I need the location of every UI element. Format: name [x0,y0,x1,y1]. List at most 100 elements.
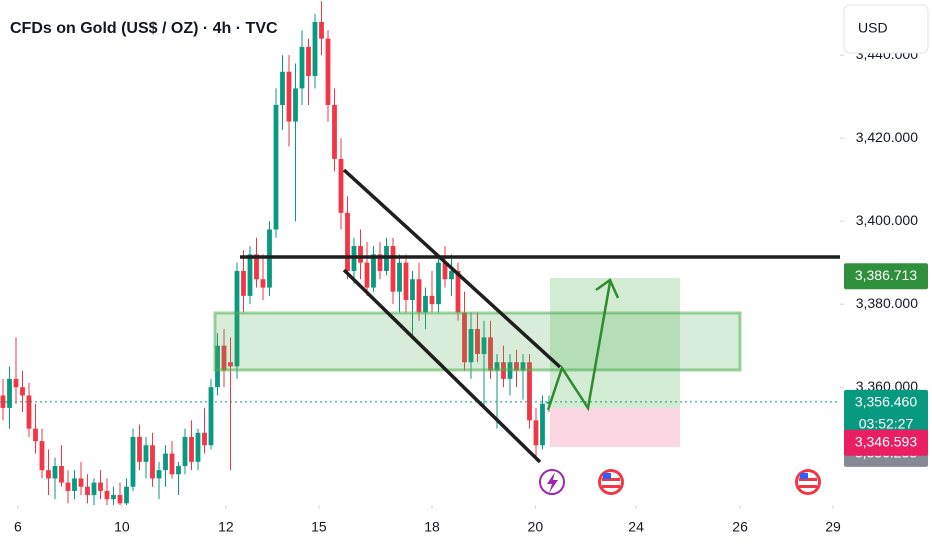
candle-body [410,279,415,301]
candle-body [475,329,480,354]
candle-body [423,295,428,313]
candle-body [280,71,285,105]
candle-body [72,478,77,491]
candle-body [273,104,279,230]
candle-body [436,262,441,305]
candle-body [468,329,474,363]
event-icon[interactable] [539,469,565,495]
x-tick-label: 12 [218,519,234,535]
candle-body [416,279,422,313]
candle-body [377,254,383,271]
candle-body [52,465,58,479]
candle-body [117,495,123,504]
candle-body [241,270,246,296]
candle-body [234,270,240,367]
x-tick-label: 6 [14,519,22,535]
arrow-head [595,278,620,299]
candle-body [254,254,259,280]
candle-body [163,453,168,471]
price-label: 3,346.593 [855,433,917,449]
channel-lower [342,268,542,464]
candle-body [540,403,545,446]
candle-body [169,453,175,475]
candle-body [312,21,318,76]
candle-body [403,262,409,301]
candle-body [7,378,12,408]
candle-body [221,345,227,371]
candle-body [527,362,532,421]
candle-body [319,21,324,39]
axes: 3,360.0003,380.0003,400.0003,420.0003,44… [14,46,928,535]
candle-body [59,465,64,483]
currency-box[interactable] [843,4,929,54]
x-tick-label: 29 [825,519,841,535]
x-tick-label: 26 [732,519,748,535]
candle-body [46,470,51,479]
y-tick-label: 3,380.000 [856,295,918,311]
candle-body [332,104,337,159]
candle-body [176,465,181,475]
candle-body [202,432,207,446]
target-box [550,278,680,408]
candle-body [247,254,253,296]
candle-body [286,71,292,122]
candle-body [215,345,220,388]
countdown: 03:52:27 [859,416,914,432]
channel-upper [342,168,562,369]
candle-body [358,246,363,263]
candle-body [143,445,149,462]
candle-body [364,262,370,288]
plot-area [0,1,840,512]
price-label-box [844,389,928,438]
price-label-box [844,429,928,456]
candle-body [33,428,38,442]
candle-body [208,387,214,446]
candle-body [195,432,201,462]
candle-body [130,436,136,487]
candle-body [338,158,344,213]
candle-body [371,254,376,288]
y-tick-label: 3,400.000 [856,212,918,228]
zone-box [213,311,742,372]
projection-arrow [546,281,612,412]
us-flag-icon[interactable] [795,469,821,495]
price-label: 3,386.713 [855,267,917,283]
candle-body [26,395,32,429]
candle-body [228,362,233,367]
candle-body [98,482,103,491]
candle-body [124,486,129,504]
candle-body [488,337,493,371]
candle-body [345,212,350,271]
candle-body [182,436,188,466]
candle-body [39,441,45,471]
candle-body [514,362,519,371]
time-axis [0,505,840,550]
candle-body [111,495,116,500]
candle-body [78,478,84,487]
us-flag-icon[interactable] [598,469,624,495]
candle-body [325,38,331,105]
candle-body [306,46,311,76]
candle-body [91,482,97,496]
candle-body [13,378,19,388]
candle-body [299,46,305,89]
x-tick-label: 18 [424,519,440,535]
y-tick-label: 3,420.000 [856,129,918,145]
currency: USD [858,20,888,36]
candle-body [455,270,461,313]
price-label-box [844,263,928,290]
candle-body [65,482,71,491]
candle-body [260,279,266,288]
x-tick-label: 20 [528,519,544,535]
candle-body [189,436,194,462]
candle-body [104,490,110,500]
candle-body [293,88,298,122]
candle-body [442,262,448,280]
candle-body [520,362,526,371]
candle-body [449,270,454,280]
candle-body [429,295,435,305]
candle-body [533,420,539,446]
candle-body [390,246,396,292]
